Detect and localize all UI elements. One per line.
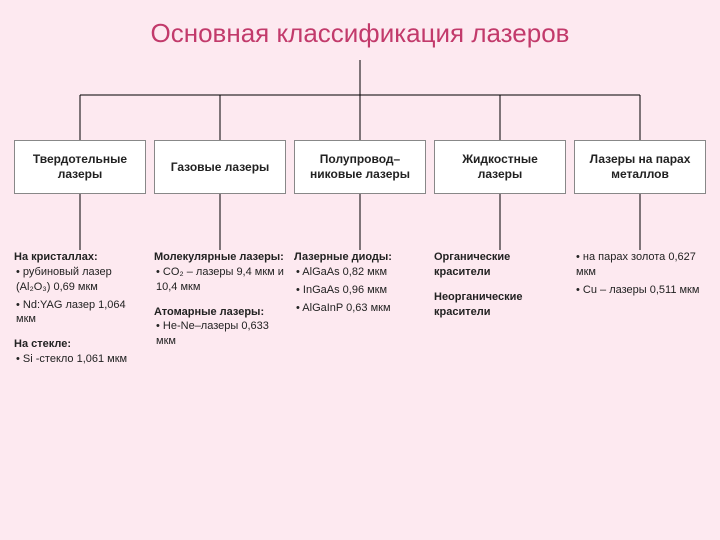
detail-group: • на парах золота 0,627 мкм • Cu – лазеры… [574, 250, 706, 298]
header-row: Твердотельные лазерыГазовые лазерыПолупр… [0, 140, 720, 194]
detail-group: На кристаллах:• рубиновый лазер (Al₂O₃) … [14, 250, 146, 327]
group-heading: Неорганические красители [434, 290, 566, 320]
detail-group: Атомарные лазеры:• He-Ne–лазеры 0,633 мк… [154, 305, 286, 350]
header-col: Твердотельные лазеры [10, 140, 150, 194]
group-heading: На кристаллах: [14, 250, 146, 265]
list-item: • CO₂ – лазеры 9,4 мкм и 10,4 мкм [156, 265, 286, 295]
list-item: • InGaAs 0,96 мкм [296, 283, 426, 298]
detail-group: Неорганические красители [434, 290, 566, 320]
category-header: Газовые лазеры [154, 140, 286, 194]
list-item: • Nd:YAG лазер 1,064 мкм [16, 298, 146, 328]
header-col: Лазеры на парах металлов [570, 140, 710, 194]
list-item: • AlGaInP 0,63 мкм [296, 301, 426, 316]
header-col: Полупровод–никовые лазеры [290, 140, 430, 194]
group-heading: На стекле: [14, 337, 146, 352]
detail-group: На стекле:• Si -стекло 1,061 мкм [14, 337, 146, 367]
category-header: Твердотельные лазеры [14, 140, 146, 194]
list-item: • He-Ne–лазеры 0,633 мкм [156, 319, 286, 349]
header-col: Газовые лазеры [150, 140, 290, 194]
detail-col: Молекулярные лазеры:• CO₂ – лазеры 9,4 м… [150, 250, 290, 377]
detail-col: • на парах золота 0,627 мкм • Cu – лазеры… [570, 250, 710, 377]
list-item: • AlGaAs 0,82 мкм [296, 265, 426, 280]
list-item: • на парах золота 0,627 мкм [576, 250, 706, 280]
group-heading: Молекулярные лазеры: [154, 250, 286, 265]
detail-col: На кристаллах:• рубиновый лазер (Al₂O₃) … [10, 250, 150, 377]
list-item: • Cu – лазеры 0,511 мкм [576, 283, 706, 298]
group-heading: Лазерные диоды: [294, 250, 426, 265]
category-header: Жидкостные лазеры [434, 140, 566, 194]
detail-row: На кристаллах:• рубиновый лазер (Al₂O₃) … [0, 250, 720, 377]
detail-col: Лазерные диоды:• AlGaAs 0,82 мкм • InGaAs… [290, 250, 430, 377]
detail-group: Молекулярные лазеры:• CO₂ – лазеры 9,4 м… [154, 250, 286, 295]
detail-col: Органические красители Неорганические кра… [430, 250, 570, 377]
group-heading: Органические красители [434, 250, 566, 280]
page-title: Основная классификация лазеров [0, 0, 720, 49]
group-heading: Атомарные лазеры: [154, 305, 286, 320]
list-item: • рубиновый лазер (Al₂O₃) 0,69 мкм [16, 265, 146, 295]
header-col: Жидкостные лазеры [430, 140, 570, 194]
detail-group: Лазерные диоды:• AlGaAs 0,82 мкм • InGaAs… [294, 250, 426, 315]
category-header: Полупровод–никовые лазеры [294, 140, 426, 194]
category-header: Лазеры на парах металлов [574, 140, 706, 194]
detail-group: Органические красители [434, 250, 566, 280]
list-item: • Si -стекло 1,061 мкм [16, 352, 146, 367]
